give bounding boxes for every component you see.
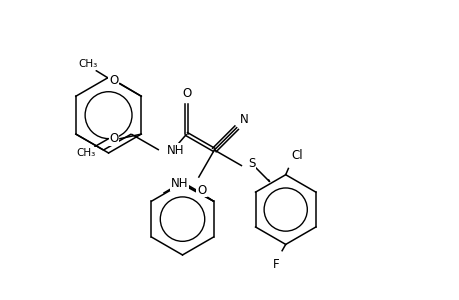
Text: NH: NH	[167, 143, 184, 157]
Text: S: S	[247, 158, 255, 170]
Text: CH₃: CH₃	[78, 59, 97, 69]
Text: F: F	[272, 258, 279, 271]
Text: Cl: Cl	[291, 149, 303, 162]
Text: O: O	[182, 87, 191, 101]
Text: CH₃: CH₃	[77, 148, 96, 158]
Text: O: O	[109, 132, 118, 146]
Text: N: N	[240, 113, 248, 126]
Text: O: O	[196, 184, 206, 197]
Text: NH: NH	[171, 177, 188, 190]
Text: O: O	[109, 74, 118, 87]
